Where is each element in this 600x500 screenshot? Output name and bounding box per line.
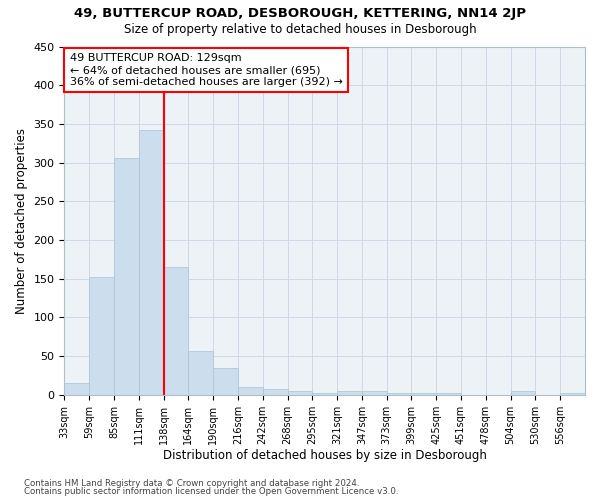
- Bar: [511, 391, 535, 395]
- Bar: [560, 392, 585, 395]
- Bar: [436, 394, 461, 395]
- Bar: [362, 391, 386, 395]
- Bar: [412, 392, 436, 395]
- Bar: [386, 392, 412, 395]
- X-axis label: Distribution of detached houses by size in Desborough: Distribution of detached houses by size …: [163, 450, 487, 462]
- Bar: [263, 388, 287, 395]
- Y-axis label: Number of detached properties: Number of detached properties: [15, 128, 28, 314]
- Text: 49 BUTTERCUP ROAD: 129sqm
← 64% of detached houses are smaller (695)
36% of semi: 49 BUTTERCUP ROAD: 129sqm ← 64% of detac…: [70, 54, 343, 86]
- Text: Size of property relative to detached houses in Desborough: Size of property relative to detached ho…: [124, 22, 476, 36]
- Bar: [287, 391, 313, 395]
- Bar: [337, 391, 362, 395]
- Text: 49, BUTTERCUP ROAD, DESBOROUGH, KETTERING, NN14 2JP: 49, BUTTERCUP ROAD, DESBOROUGH, KETTERIN…: [74, 8, 526, 20]
- Bar: [238, 387, 263, 395]
- Bar: [188, 352, 213, 395]
- Bar: [313, 394, 337, 395]
- Bar: [114, 158, 139, 395]
- Bar: [139, 130, 164, 395]
- Bar: [89, 277, 114, 395]
- Text: Contains public sector information licensed under the Open Government Licence v3: Contains public sector information licen…: [24, 487, 398, 496]
- Bar: [164, 267, 188, 395]
- Bar: [213, 368, 238, 395]
- Bar: [64, 383, 89, 395]
- Text: Contains HM Land Registry data © Crown copyright and database right 2024.: Contains HM Land Registry data © Crown c…: [24, 478, 359, 488]
